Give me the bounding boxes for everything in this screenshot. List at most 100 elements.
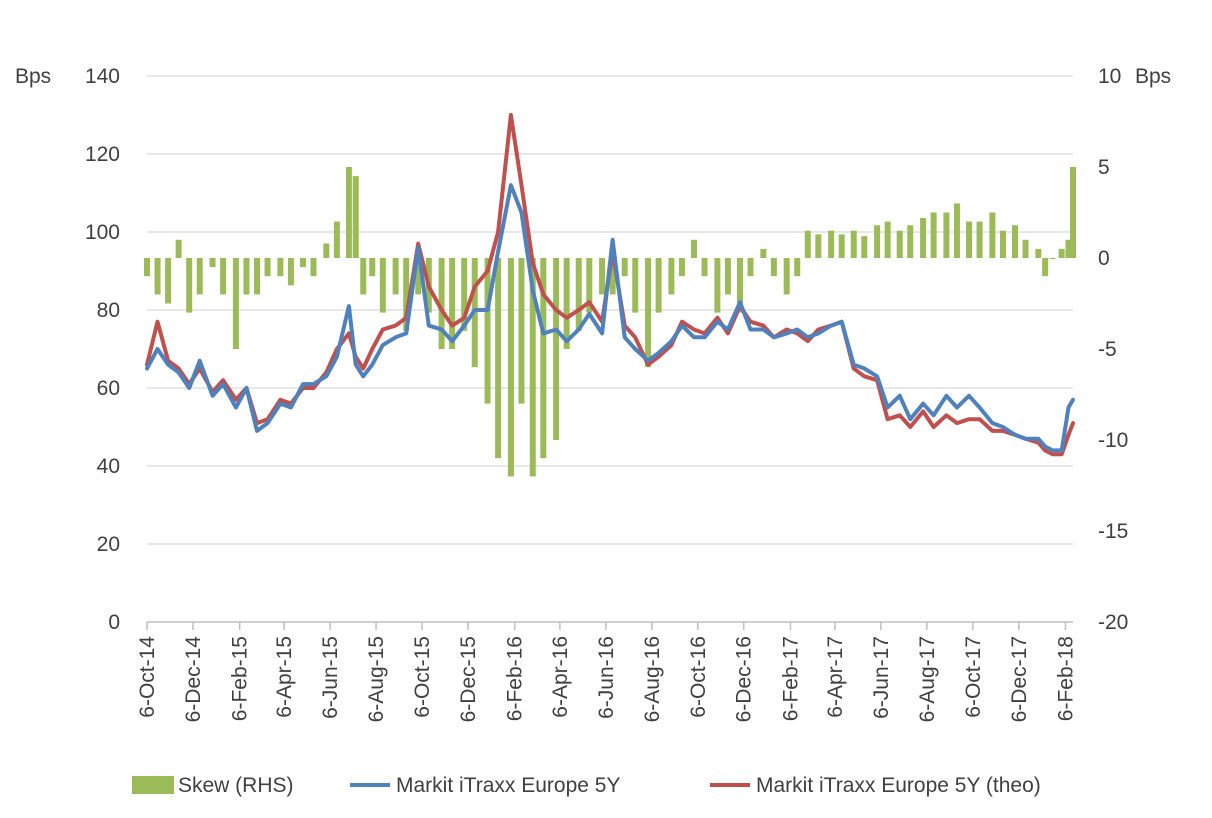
skew-bar	[1058, 248, 1065, 258]
skew-bar	[220, 258, 227, 295]
left-tick-label: 40	[97, 455, 120, 478]
skew-bar	[1042, 258, 1049, 277]
legend: Skew (RHS) Markit iTraxx Europe 5Y Marki…	[132, 774, 1041, 797]
skew-bar	[553, 258, 560, 440]
skew-bar	[529, 258, 536, 477]
right-axis-ticks: -20 -15 -10 -5 0 5 10	[1098, 65, 1128, 634]
skew-bar	[540, 258, 547, 459]
skew-bar	[323, 243, 330, 258]
x-tick-label: 6-Aug-16	[641, 636, 664, 722]
left-axis-unit-label: Bps	[15, 65, 51, 88]
skew-bar	[896, 230, 903, 258]
left-tick-label: 140	[85, 65, 120, 88]
skew-bar	[586, 258, 593, 313]
x-tick-label: 6-Dec-16	[733, 636, 756, 722]
skew-bar	[920, 217, 927, 258]
skew-bar	[392, 258, 399, 295]
x-tick-label: 6-Oct-16	[687, 636, 710, 718]
legend-swatch-skew	[132, 776, 174, 794]
x-tick-label: 6-Oct-17	[962, 636, 985, 718]
skew-bar	[794, 258, 801, 277]
right-tick-label: -10	[1098, 429, 1128, 452]
skew-bar	[691, 239, 698, 258]
skew-bar	[310, 258, 317, 277]
x-tick-label: 6-Jun-17	[870, 636, 893, 719]
skew-bar	[484, 258, 491, 404]
skew-bar	[1011, 225, 1018, 258]
skew-bar	[196, 258, 203, 295]
skew-bar	[287, 258, 294, 286]
skew-bar	[828, 230, 835, 258]
skew-bar	[264, 258, 271, 277]
skew-bar	[1065, 239, 1072, 258]
x-tick-label: 6-Feb-18	[1054, 636, 1077, 721]
x-tick-label: 6-Aug-15	[365, 636, 388, 722]
x-tick-label: 6-Oct-15	[411, 636, 434, 718]
skew-bar	[760, 248, 767, 258]
legend-label-itraxx: Markit iTraxx Europe 5Y	[396, 774, 620, 797]
x-axis-ticks: 6-Oct-14 6-Dec-14 6-Feb-15 6-Apr-15 6-Jun-15…	[136, 622, 1077, 722]
right-tick-label: -20	[1098, 611, 1128, 634]
skew-bar-series	[144, 167, 1076, 477]
skew-bar	[907, 225, 914, 258]
legend-label-skew: Skew (RHS)	[178, 774, 294, 797]
x-tick-label: 6-Dec-15	[457, 636, 480, 722]
skew-bar	[815, 234, 822, 258]
skew-bar	[953, 203, 960, 258]
left-tick-label: 120	[85, 143, 120, 166]
x-tick-label: 6-Dec-14	[182, 636, 205, 723]
skew-bar	[507, 258, 514, 477]
x-tick-label: 6-Dec-17	[1008, 636, 1031, 722]
skew-bar	[655, 258, 662, 313]
skew-bar	[850, 230, 857, 258]
skew-bar	[415, 258, 422, 295]
skew-bar	[645, 258, 652, 368]
x-tick-label: 6-Feb-16	[504, 636, 527, 721]
itraxx-line	[145, 183, 1075, 453]
skew-bar	[1035, 248, 1042, 258]
skew-bar	[277, 258, 284, 277]
skew-bar	[724, 258, 731, 295]
skew-bar	[438, 258, 445, 349]
x-tick-label: 6-Apr-17	[824, 636, 847, 718]
skew-bar	[966, 221, 973, 258]
skew-bar	[678, 258, 685, 277]
skew-bar	[1049, 258, 1056, 259]
x-tick-label: 6-Jun-16	[595, 636, 618, 719]
skew-bar	[144, 258, 150, 277]
skew-bar	[345, 167, 352, 258]
skew-bar	[599, 258, 606, 295]
skew-bar	[461, 258, 468, 331]
left-axis-ticks: 0 20 40 60 80 100 120 140	[85, 65, 120, 634]
skew-bar	[232, 258, 239, 349]
skew-bar	[999, 230, 1006, 258]
skew-bar	[884, 221, 891, 258]
skew-bar	[736, 258, 743, 313]
left-tick-label: 0	[108, 611, 120, 634]
right-axis-unit-label: Bps	[1135, 65, 1171, 88]
left-tick-label: 100	[85, 221, 120, 244]
x-tick-label: 6-Aug-17	[916, 636, 939, 722]
left-tick-label: 80	[97, 299, 120, 322]
x-tick-label: 6-Feb-17	[779, 636, 802, 721]
skew-bar	[209, 258, 216, 268]
skew-bar	[154, 258, 161, 295]
skew-bar	[874, 225, 881, 258]
skew-bar	[714, 258, 721, 313]
gridlines	[147, 75, 1073, 545]
right-tick-label: 5	[1098, 156, 1110, 179]
x-tick-label: 6-Oct-14	[136, 636, 159, 718]
left-tick-label: 60	[97, 377, 120, 400]
skew-bar	[783, 258, 790, 295]
skew-bar	[668, 258, 675, 295]
skew-bar	[770, 258, 777, 277]
x-tick-label: 6-Apr-15	[273, 636, 296, 718]
x-tick-label: 6-Feb-15	[229, 636, 252, 721]
skew-bar	[838, 234, 845, 258]
skew-bar	[175, 239, 182, 258]
skew-bar	[747, 258, 754, 277]
skew-bar	[989, 212, 996, 258]
skew-bar	[930, 212, 937, 258]
skew-bar	[1022, 239, 1029, 258]
